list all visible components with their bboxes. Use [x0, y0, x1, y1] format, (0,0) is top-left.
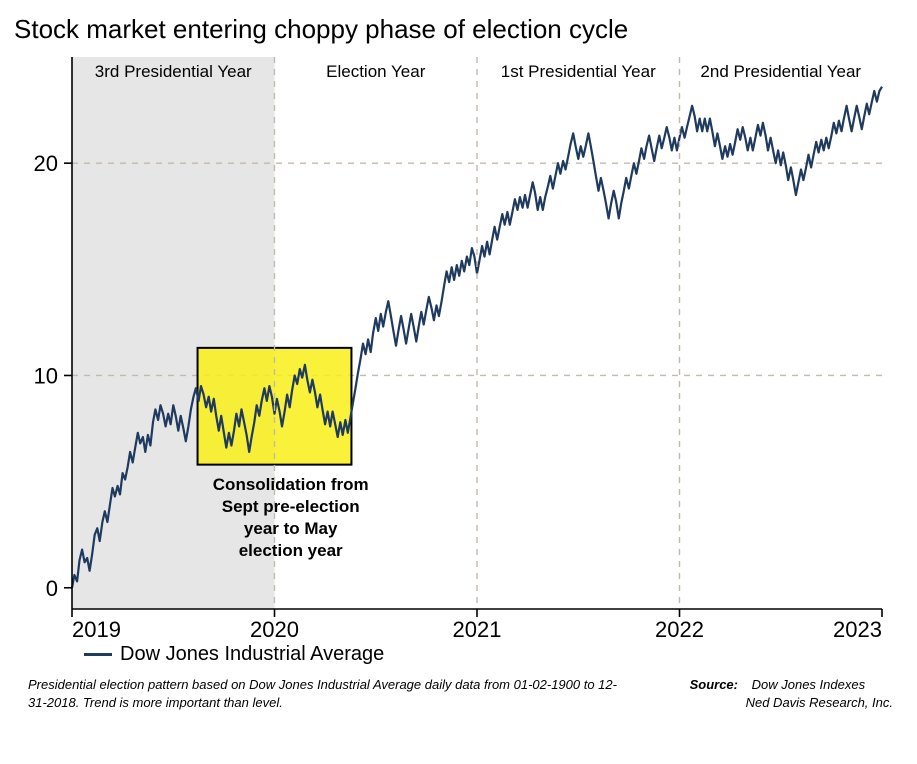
svg-text:3rd Presidential Year: 3rd Presidential Year: [95, 62, 252, 81]
footnote-text: Presidential election pattern based on D…: [28, 676, 628, 711]
source-label: Source:: [690, 676, 738, 694]
svg-text:2020: 2020: [250, 617, 299, 641]
source-line-0: Dow Jones Indexes: [752, 677, 865, 692]
svg-text:2019: 2019: [72, 617, 121, 641]
svg-text:10: 10: [34, 363, 58, 388]
svg-text:Sept pre-election: Sept pre-election: [222, 497, 360, 516]
svg-text:2021: 2021: [453, 617, 502, 641]
svg-text:Consolidation from: Consolidation from: [213, 475, 369, 494]
svg-text:year to May: year to May: [244, 519, 338, 538]
chart-frame: 2019 2020 2021 2022 2023 0 10 20 3rd Presidentia…: [14, 51, 894, 641]
legend-label: Dow Jones Industrial Average: [120, 643, 384, 666]
footer: Presidential election pattern based on D…: [28, 676, 893, 711]
svg-text:0: 0: [46, 576, 58, 601]
svg-text:2022: 2022: [655, 617, 704, 641]
legend-line-glyph: [84, 653, 112, 656]
legend: Dow Jones Industrial Average: [84, 643, 903, 666]
svg-text:2023: 2023: [833, 617, 882, 641]
svg-text:2nd Presidential Year: 2nd Presidential Year: [700, 62, 861, 81]
chart-title: Stock market entering choppy phase of el…: [14, 14, 903, 45]
source-line-1: Ned Davis Research, Inc.: [690, 694, 893, 712]
chart-container: Stock market entering choppy phase of el…: [0, 0, 917, 764]
svg-text:1st Presidential Year: 1st Presidential Year: [501, 62, 656, 81]
svg-text:election year: election year: [239, 541, 343, 560]
line-chart: 2019 2020 2021 2022 2023 0 10 20 3rd Presidentia…: [14, 51, 894, 641]
source-block: Source: Dow Jones Indexes Ned Davis Rese…: [690, 676, 893, 711]
svg-text:20: 20: [34, 151, 58, 176]
svg-text:Election Year: Election Year: [326, 62, 426, 81]
